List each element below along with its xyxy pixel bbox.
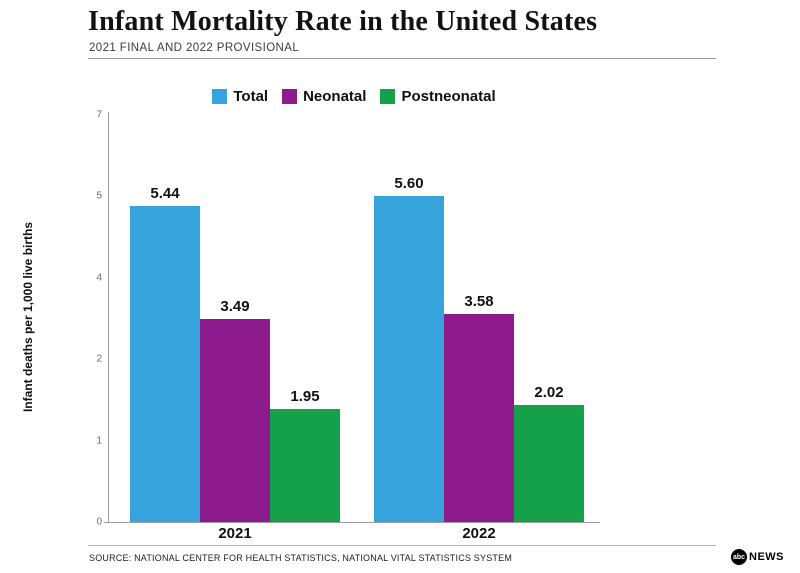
page-title: Infant Mortality Rate in the United Stat… [88, 6, 598, 37]
y-tick-label: 7 [96, 109, 102, 121]
x-category-label: 2021 [218, 525, 252, 542]
source-credit: SOURCE: NATIONAL CENTER FOR HEALTH STATI… [89, 553, 513, 563]
y-axis-line [108, 112, 109, 522]
legend-label: Neonatal [303, 88, 367, 105]
legend-label: Postneonatal [401, 88, 496, 105]
y-tick-label: 0 [96, 516, 102, 528]
y-tick-label: 4 [96, 272, 102, 284]
legend-label: Total [233, 88, 269, 105]
header-divider [88, 58, 716, 59]
y-tick-label: 2 [96, 353, 102, 365]
bar-value-label: 5.60 [394, 175, 424, 192]
legend-swatch-icon [282, 89, 298, 104]
y-tick-label: 1 [96, 435, 102, 447]
legend-swatch-icon [212, 89, 228, 104]
bar-neonatal-2022 [444, 314, 514, 522]
bar-neonatal-2021 [200, 319, 270, 522]
bar-value-label: 3.49 [220, 298, 250, 315]
chart-legend: Total Neonatal Postneonatal [108, 88, 600, 105]
legend-item-postneonatal: Postneonatal [380, 88, 496, 105]
y-tick-label: 5 [96, 190, 102, 202]
bar-postneonatal-2021 [270, 409, 340, 522]
bar-total-2022 [374, 196, 444, 522]
chart-subtitle: 2021 FINAL AND 2022 PROVISIONAL [89, 42, 300, 54]
bar-value-label: 2.02 [534, 384, 564, 401]
bar-value-label: 1.95 [290, 388, 320, 405]
abc-news-wordmark: NEWS [749, 551, 784, 563]
legend-swatch-icon [380, 89, 396, 104]
legend-item-total: Total [212, 88, 268, 105]
x-axis-line [104, 522, 600, 523]
abc-news-logo: abc NEWS [731, 549, 784, 565]
y-axis-title: Infant deaths per 1,000 live births [21, 221, 35, 413]
legend-item-neonatal: Neonatal [282, 88, 366, 105]
bar-total-2021 [130, 206, 200, 522]
footer-divider [88, 545, 716, 546]
x-category-label: 2022 [462, 525, 496, 542]
bar-value-label: 3.58 [464, 293, 494, 310]
bar-postneonatal-2022 [514, 405, 584, 522]
abc-logo-disc-icon: abc [731, 549, 747, 565]
bar-value-label: 5.44 [150, 185, 180, 202]
